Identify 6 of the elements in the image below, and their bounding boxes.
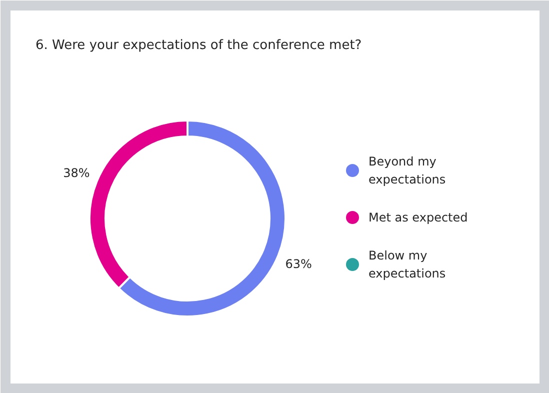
legend-label: Below my expectations (368, 248, 446, 281)
legend-label: Beyond my expectations (368, 154, 446, 187)
legend-label: Met as expected (368, 210, 468, 224)
chart-title: 6. Were your expectations of the conference met? (36, 38, 362, 53)
data-label: 63% (285, 256, 312, 271)
data-label: 38% (63, 166, 90, 180)
